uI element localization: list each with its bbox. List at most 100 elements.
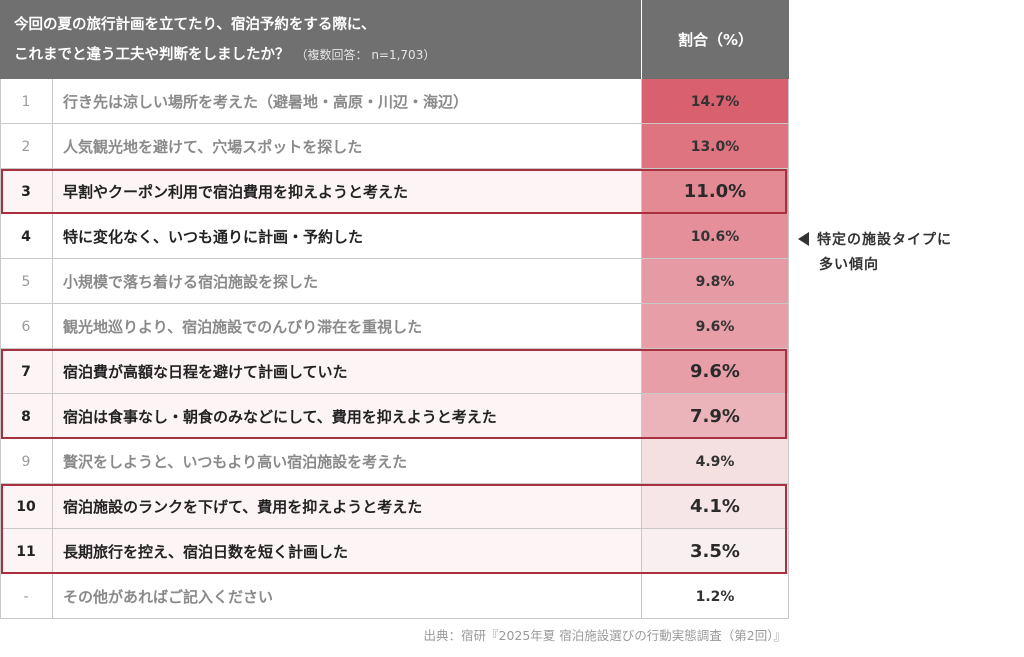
cell-border <box>0 529 1 574</box>
annotation-line-2: 多い傾向 <box>819 257 879 273</box>
ranking-table: 今回の夏の旅行計画を立てたり、宿泊予約をする際に、 これまでと違う工夫や判断をし… <box>0 0 789 619</box>
cell-border <box>641 349 642 394</box>
cell-border <box>0 124 1 169</box>
cell-border <box>641 214 642 259</box>
row-divider <box>0 303 789 304</box>
cell-border <box>0 394 1 439</box>
row-rank: 6 <box>21 318 31 335</box>
cell-border <box>52 79 53 124</box>
cell-border <box>0 439 1 484</box>
table-header: 今回の夏の旅行計画を立てたり、宿泊予約をする際に、 これまでと違う工夫や判断をし… <box>0 0 789 79</box>
row-divider <box>0 528 789 529</box>
row-rank: 7 <box>21 363 31 380</box>
cell-border <box>52 529 53 574</box>
table-row: 4 特に変化なく、いつも通りに計画・予約した 10.6% <box>0 214 789 259</box>
row-value: 9.8% <box>641 259 789 304</box>
cell-border <box>52 349 53 394</box>
cell-border <box>52 304 53 349</box>
row-label: 宿泊施設のランクを下げて、費用を抑えようと考えた <box>63 498 423 516</box>
highlight-outline <box>1 349 787 439</box>
question-line-2: これまでと違う工夫や判断をしましたか？ <box>14 47 290 63</box>
cell-border <box>0 214 1 259</box>
table-row: 9 贅沢をしようと、いつもより高い宿泊施設を考えた 4.9% <box>0 439 789 484</box>
row-rank: 11 <box>16 543 36 560</box>
cell-border <box>788 259 789 304</box>
cell-border <box>52 169 53 214</box>
row-highlight-tint <box>0 349 641 394</box>
row-label: 宿泊費が高額な日程を避けて計画していた <box>63 363 348 381</box>
table-row: 3 早割やクーポン利用で宿泊費用を抑えようと考えた 11.0% <box>0 169 789 214</box>
table-row: 10 宿泊施設のランクを下げて、費用を抑えようと考えた 4.1% <box>0 484 789 529</box>
row-value: 13.0% <box>641 124 789 169</box>
side-annotation: 特定の施設タイプに 多い傾向 <box>798 228 952 278</box>
row-highlight-tint <box>0 484 641 529</box>
cell-border <box>788 214 789 259</box>
row-highlight-tint <box>0 169 641 214</box>
row-value: 9.6% <box>641 349 789 394</box>
source-citation: 出典：宿研『2025年夏 宿泊施設選びの行動実態調査（第2回）』 <box>423 628 787 643</box>
cell-border <box>641 529 642 574</box>
row-divider <box>0 348 789 349</box>
cell-border <box>52 124 53 169</box>
row-rank: 9 <box>21 453 31 470</box>
row-value: 14.7% <box>641 79 789 124</box>
row-label: 人気観光地を避けて、穴場スポットを探した <box>63 138 363 156</box>
cell-border <box>641 484 642 529</box>
header-divider <box>641 0 642 79</box>
table-row: 1 行き先は涼しい場所を考えた（避暑地・高原・川辺・海辺） 14.7% <box>0 79 789 124</box>
row-value: 4.1% <box>641 484 789 529</box>
cell-border <box>641 304 642 349</box>
survey-question: 今回の夏の旅行計画を立てたり、宿泊予約をする際に、 これまでと違う工夫や判断をし… <box>14 10 634 70</box>
row-rank: 4 <box>21 228 31 245</box>
highlight-outline <box>1 169 787 214</box>
cell-border <box>52 574 53 619</box>
row-label: 宿泊は食事なし・朝食のみなどにして、費用を抑えようと考えた <box>63 408 497 426</box>
row-label: 観光地巡りより、宿泊施設でのんびり滞在を重視した <box>63 318 423 336</box>
cell-border <box>0 259 1 304</box>
table-row: 7 宿泊費が高額な日程を避けて計画していた 9.6% <box>0 349 789 394</box>
cell-border <box>788 124 789 169</box>
cell-border <box>641 79 642 124</box>
row-label: 贅沢をしようと、いつもより高い宿泊施設を考えた <box>63 453 408 471</box>
row-rank: 5 <box>21 273 31 290</box>
cell-border <box>0 349 1 394</box>
cell-border <box>788 169 789 214</box>
row-divider <box>0 258 789 259</box>
cell-border <box>788 394 789 439</box>
percent-column-header: 割合（%） <box>677 31 754 49</box>
row-label: 早割やクーポン利用で宿泊費用を抑えようと考えた <box>63 183 409 201</box>
annotation-line-1: 特定の施設タイプに <box>817 232 952 248</box>
row-label: 特に変化なく、いつも通りに計画・予約した <box>63 228 364 246</box>
row-label: その他があればご記入ください <box>63 588 274 606</box>
row-highlight-tint <box>0 394 641 439</box>
row-value: 4.9% <box>641 439 789 484</box>
row-value: 11.0% <box>641 169 789 214</box>
cell-border <box>788 484 789 529</box>
row-divider <box>0 483 789 484</box>
row-label: 小規模で落ち着ける宿泊施設を探した <box>63 273 319 291</box>
table-row: 6 観光地巡りより、宿泊施設でのんびり滞在を重視した 9.6% <box>0 304 789 349</box>
row-rank: 2 <box>21 138 31 155</box>
table-row: 5 小規模で落ち着ける宿泊施設を探した 9.8% <box>0 259 789 304</box>
highlight-outline <box>1 484 787 574</box>
cell-border <box>788 439 789 484</box>
cell-border <box>0 484 1 529</box>
cell-border <box>641 124 642 169</box>
row-divider <box>0 168 789 169</box>
cell-border <box>788 349 789 394</box>
cell-border <box>788 529 789 574</box>
left-arrow-icon <box>798 232 809 246</box>
question-line-1: 今回の夏の旅行計画を立てたり、宿泊予約をする際に、 <box>14 17 376 33</box>
cell-border <box>641 259 642 304</box>
cell-border <box>0 304 1 349</box>
cell-border <box>641 439 642 484</box>
row-highlight-tint <box>0 529 641 574</box>
table-row: - その他があればご記入ください 1.2% <box>0 574 789 619</box>
row-divider <box>0 393 789 394</box>
row-divider <box>0 618 789 619</box>
cell-border <box>52 484 53 529</box>
row-value: 7.9% <box>641 394 789 439</box>
cell-border <box>788 574 789 619</box>
table-row: 2 人気観光地を避けて、穴場スポットを探した 13.0% <box>0 124 789 169</box>
row-rank: 8 <box>21 408 31 425</box>
